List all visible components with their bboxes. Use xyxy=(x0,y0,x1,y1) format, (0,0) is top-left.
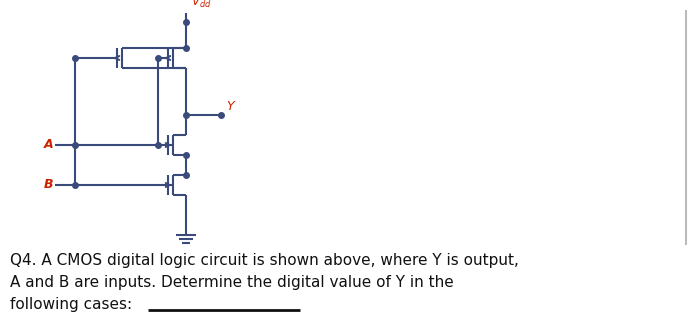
Text: Q4. A CMOS digital logic circuit is shown above, where Y is output,: Q4. A CMOS digital logic circuit is show… xyxy=(10,253,519,268)
Text: A: A xyxy=(43,138,53,152)
Text: B: B xyxy=(43,179,53,191)
Text: A and B are inputs. Determine the digital value of Y in the: A and B are inputs. Determine the digita… xyxy=(10,275,454,290)
Text: Y: Y xyxy=(226,100,234,113)
Text: following cases:: following cases: xyxy=(10,297,132,312)
Text: $V_{dd}$: $V_{dd}$ xyxy=(191,0,211,10)
